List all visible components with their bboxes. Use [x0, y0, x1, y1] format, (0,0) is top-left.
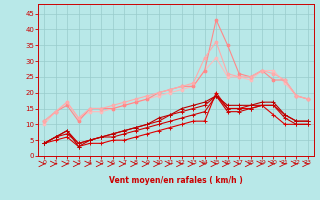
X-axis label: Vent moyen/en rafales ( km/h ): Vent moyen/en rafales ( km/h ) [109, 176, 243, 185]
